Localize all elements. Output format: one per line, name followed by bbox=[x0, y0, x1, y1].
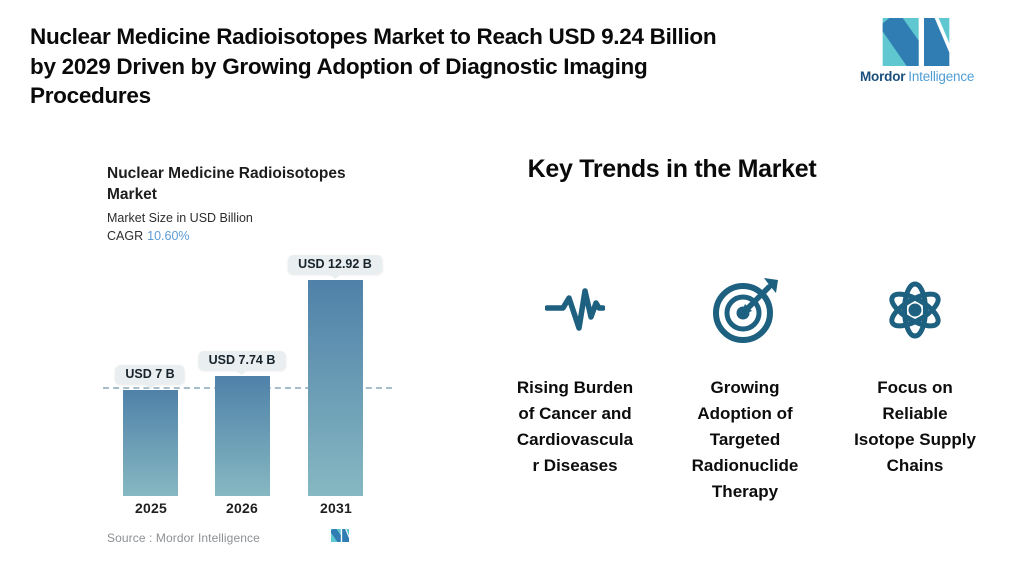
value-badge-2026: USD 7.74 B bbox=[198, 351, 286, 370]
value-badge-2031: USD 12.92 B bbox=[288, 255, 382, 274]
cagr-label: CAGR bbox=[107, 229, 144, 243]
headline: Nuclear Medicine Radioisotopes Market to… bbox=[30, 24, 717, 108]
bar-2031 bbox=[308, 280, 363, 496]
trend-label: Growing Adoption of Targeted Radionuclid… bbox=[691, 378, 799, 501]
bar-2025 bbox=[123, 390, 178, 496]
trends-row: Rising Burden of Cancer and Cardiovascul… bbox=[490, 275, 1000, 505]
trend-column-rising-burden: Rising Burden of Cancer and Cardiovascul… bbox=[490, 275, 660, 505]
key-trends-heading: Key Trends in the Market bbox=[527, 155, 817, 183]
brand-name-light: Intelligence bbox=[908, 69, 975, 84]
trend-label: Focus on Reliable Isotope Supply Chains bbox=[854, 378, 976, 475]
pulse-icon bbox=[540, 275, 610, 345]
mordor-logo-icon bbox=[882, 18, 950, 66]
trend-column-isotope-supply: Focus on Reliable Isotope Supply Chains bbox=[830, 275, 1000, 505]
chart-subtitle: Market Size in USD Billion bbox=[107, 211, 253, 225]
bar-2026 bbox=[215, 376, 270, 496]
atom-icon bbox=[880, 275, 950, 345]
value-badge-2025: USD 7 B bbox=[115, 365, 185, 384]
trend-label: Rising Burden of Cancer and Cardiovascul… bbox=[516, 378, 634, 475]
axis-year-2026: 2026 bbox=[226, 500, 258, 516]
axis-year-2031: 2031 bbox=[320, 500, 352, 516]
brand-name: Mordor Intelligence bbox=[860, 69, 975, 84]
brand-logo: Mordor Intelligence bbox=[860, 18, 975, 84]
axis-year-2025: 2025 bbox=[135, 500, 167, 516]
chart-header: Nuclear Medicine Radioisotopes Market Ma… bbox=[107, 163, 407, 243]
trend-column-targeted-therapy: Growing Adoption of Targeted Radionuclid… bbox=[660, 275, 830, 505]
cagr-value: 10.60% bbox=[147, 229, 190, 243]
chart-title: Nuclear Medicine Radioisotopes Market bbox=[107, 165, 346, 203]
cagr-line: CAGR 10.60% bbox=[107, 229, 407, 243]
mini-mordor-logo-icon bbox=[330, 529, 350, 542]
source-note: Source : Mordor Intelligence bbox=[107, 531, 260, 545]
brand-name-bold: Mordor bbox=[860, 69, 906, 84]
target-dart-icon bbox=[710, 275, 780, 345]
